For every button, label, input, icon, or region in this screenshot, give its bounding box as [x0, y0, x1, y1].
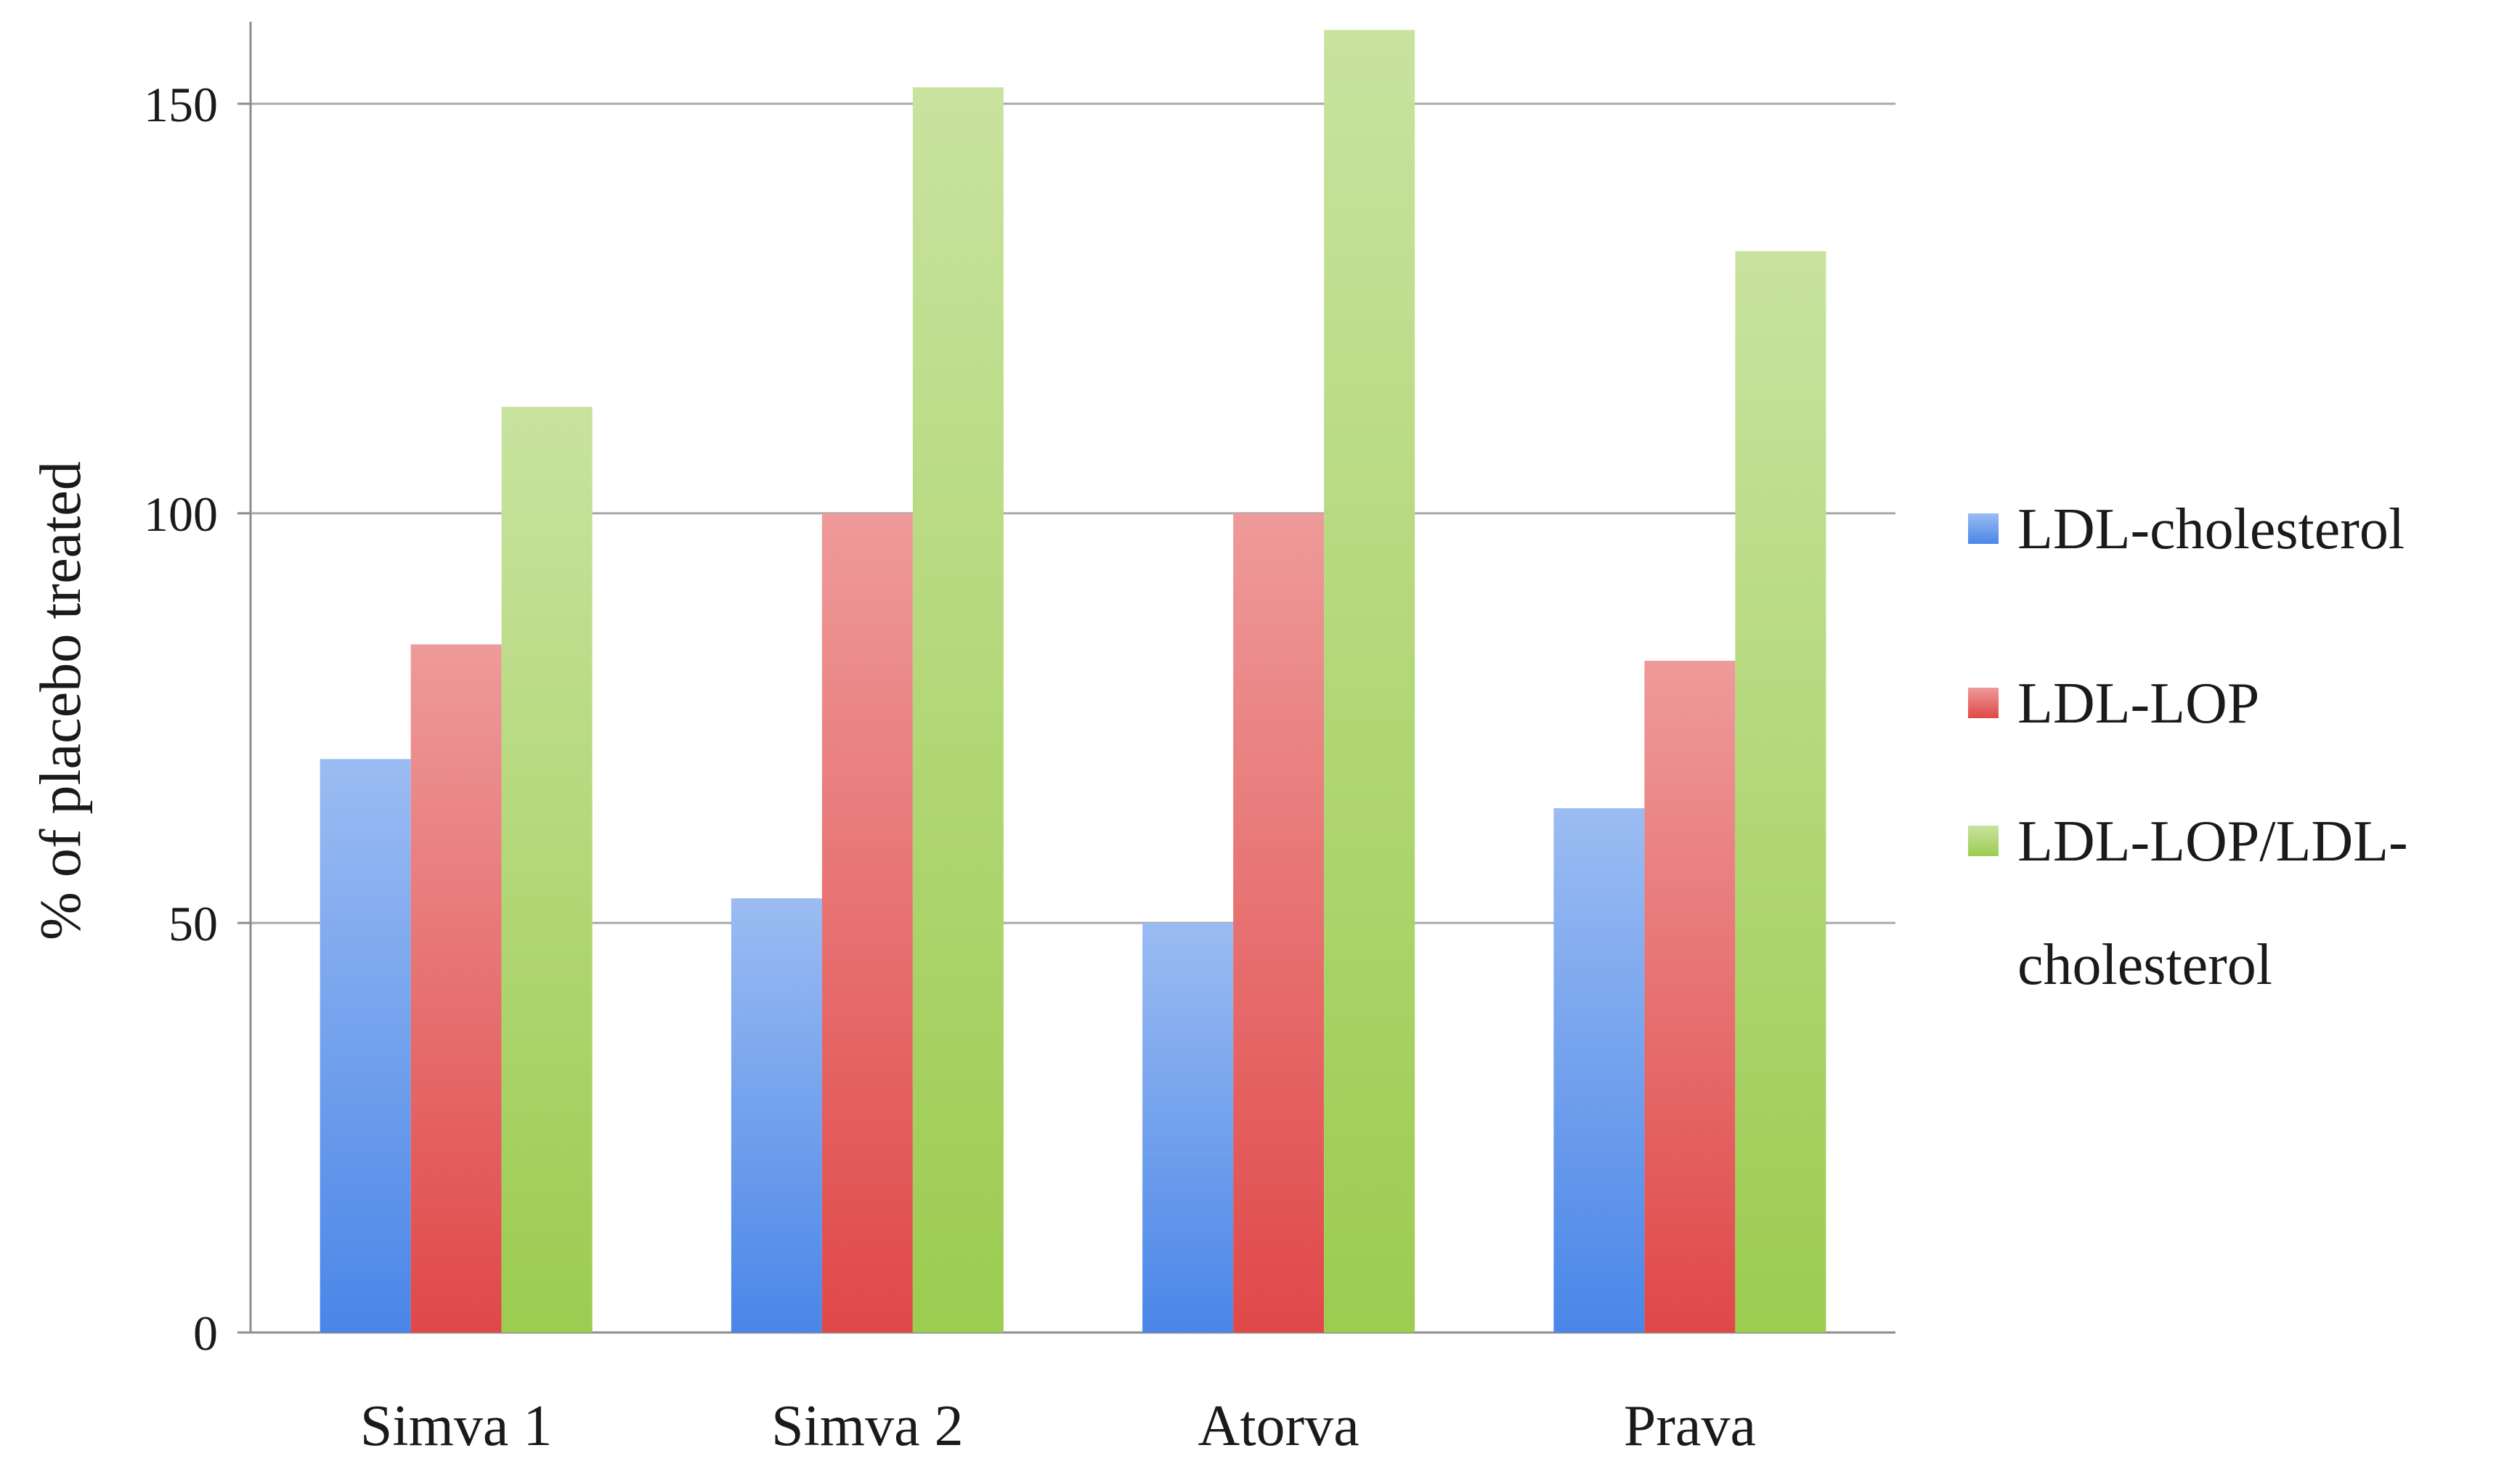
- bar-ldl-lop-atorva: [1233, 513, 1325, 1332]
- y-tick-label: 50: [168, 896, 218, 951]
- y-tick-label: 150: [144, 77, 218, 132]
- legend-label: LDL-LOP: [2017, 672, 2259, 736]
- bar-ldl-lop-ldl-cholesterol-simva-2: [912, 87, 1004, 1332]
- legend-swatch: [1968, 826, 1999, 856]
- bar-ldl-lop-ldl-cholesterol-atorva: [1324, 30, 1415, 1332]
- bar-ldl-lop-prava: [1644, 660, 1736, 1332]
- bars: [320, 30, 1826, 1332]
- bar-ldl-lop-ldl-cholesterol-prava: [1735, 251, 1826, 1332]
- x-tick-labels: Simva 1 Simva 2 Atorva Prava: [360, 1394, 1756, 1458]
- bar-ldl-cholesterol-atorva: [1142, 922, 1234, 1332]
- bar-ldl-cholesterol-prava: [1553, 808, 1645, 1332]
- bar-ldl-lop-simva-1: [410, 644, 502, 1332]
- legend-label: LDL-cholesterol: [2017, 497, 2405, 561]
- legend: LDL-cholesterol LDL-LOP LDL-LOP/LDL-choles…: [1968, 497, 2408, 997]
- x-tick-label: Simva 2: [771, 1394, 963, 1458]
- x-tick-label: Prava: [1624, 1394, 1756, 1458]
- y-tick-label: 0: [193, 1306, 218, 1361]
- y-tick-label: 100: [144, 487, 218, 542]
- y-axis-label: % of placebo treated: [29, 461, 93, 940]
- bar-ldl-cholesterol-simva-1: [320, 759, 411, 1332]
- bar-ldl-lop-simva-2: [821, 513, 913, 1332]
- legend-swatch: [1968, 688, 1999, 718]
- bar-ldl-lop-ldl-cholesterol-simva-1: [501, 407, 593, 1332]
- legend-swatch: [1968, 513, 1999, 544]
- legend-label: LDL-LOP/LDL-cholesterol: [2017, 810, 2408, 997]
- y-tick-labels: 0 50 100 150: [144, 77, 218, 1361]
- bar-ldl-cholesterol-simva-2: [731, 898, 822, 1332]
- x-tick-label: Atorva: [1198, 1394, 1359, 1458]
- x-tick-label: Simva 1: [360, 1394, 552, 1458]
